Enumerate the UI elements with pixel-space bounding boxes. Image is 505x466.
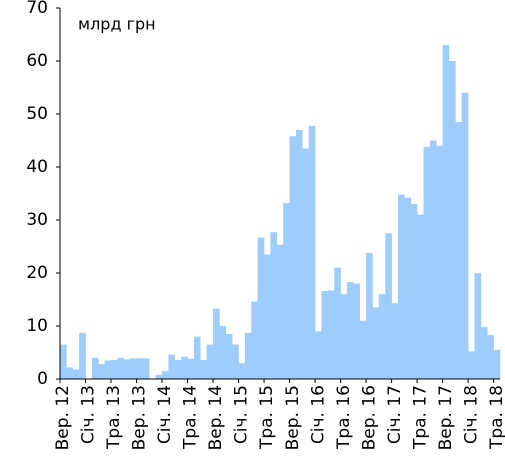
bar (181, 356, 188, 379)
bar (487, 335, 494, 379)
x-tick-label: Вер. 16 (359, 385, 379, 450)
x-tick-label: Вер. 17 (436, 385, 456, 450)
unit-annotation: млрд грн (78, 15, 156, 34)
y-tick-label: 70 (26, 0, 48, 18)
y-tick-label: 10 (26, 316, 48, 336)
bar (461, 92, 469, 380)
y-tick-label: 20 (26, 263, 48, 283)
x-tick-label: Січ. 14 (155, 385, 175, 444)
bar (238, 363, 246, 379)
bar (257, 237, 265, 379)
bar (111, 359, 118, 379)
x-tick-label: Вер. 15 (283, 385, 303, 450)
bar (174, 359, 182, 379)
bar (142, 358, 150, 379)
bar (117, 357, 125, 379)
bar (429, 140, 437, 379)
bar (283, 203, 290, 379)
bar (321, 291, 329, 379)
x-tick-label: Січ. 15 (232, 385, 252, 444)
bar (200, 359, 207, 379)
y-tick-label: 30 (26, 210, 48, 230)
bar (270, 232, 278, 379)
bar (340, 294, 348, 379)
y-tick-label: 60 (26, 51, 48, 71)
bar (213, 308, 220, 379)
x-tick-label: Січ. 13 (79, 385, 99, 444)
bar (168, 354, 176, 379)
bar (372, 307, 380, 379)
bar (155, 374, 163, 379)
bar (206, 344, 214, 379)
bar (79, 332, 86, 379)
x-tick-label: Тра. 17 (410, 385, 430, 450)
bar (378, 294, 386, 379)
bar (455, 121, 463, 379)
bar (264, 254, 271, 379)
bar (302, 148, 309, 379)
x-tick-label: Тра. 15 (257, 385, 277, 450)
bar (385, 233, 392, 379)
bar (91, 357, 99, 379)
bar (193, 336, 201, 379)
bar (346, 282, 354, 379)
bar (423, 146, 431, 379)
x-tick-label: Тра. 13 (104, 385, 124, 450)
x-tick-label: Січ. 16 (308, 385, 328, 444)
bar (60, 344, 67, 379)
bar (308, 125, 316, 379)
bar (442, 45, 450, 379)
y-tick-label: 0 (37, 369, 48, 389)
bar (232, 344, 239, 379)
bar (327, 290, 335, 379)
x-tick-label: Січ. 18 (461, 385, 481, 444)
y-tick-label: 50 (26, 104, 48, 124)
bar (417, 214, 424, 379)
bar (353, 283, 361, 379)
x-tick-label: Тра. 18 (487, 385, 505, 450)
bar (244, 332, 252, 379)
bar (397, 194, 405, 379)
bar (162, 371, 169, 379)
bar (334, 267, 341, 379)
bar (289, 136, 297, 379)
bar (72, 369, 80, 379)
x-tick-label: Тра. 14 (181, 385, 201, 450)
bar (295, 129, 303, 379)
bar (136, 358, 144, 379)
x-tick-label: Вер. 12 (53, 385, 73, 450)
x-tick-label: Тра. 16 (334, 385, 354, 450)
bar (410, 204, 418, 379)
bar (251, 301, 258, 379)
bar (474, 273, 482, 379)
x-tick-label: Січ. 17 (385, 385, 405, 444)
bar (493, 349, 501, 379)
bar (448, 61, 456, 379)
bar (404, 197, 412, 379)
bar (225, 333, 233, 379)
bar (66, 367, 74, 379)
bar (219, 326, 227, 379)
x-tick-label: Вер. 14 (206, 385, 226, 450)
bar (359, 320, 367, 379)
bar (436, 145, 443, 379)
bar (130, 358, 137, 379)
y-tick-label: 40 (26, 157, 48, 177)
bar (98, 364, 105, 379)
bar (104, 360, 112, 379)
bar (123, 359, 131, 379)
bar (480, 327, 488, 379)
bar (276, 244, 284, 379)
bar (315, 331, 322, 379)
bar (187, 358, 195, 379)
bar (468, 351, 475, 379)
bar (391, 303, 399, 379)
x-tick-label: Вер. 13 (130, 385, 150, 450)
bar (366, 252, 373, 379)
